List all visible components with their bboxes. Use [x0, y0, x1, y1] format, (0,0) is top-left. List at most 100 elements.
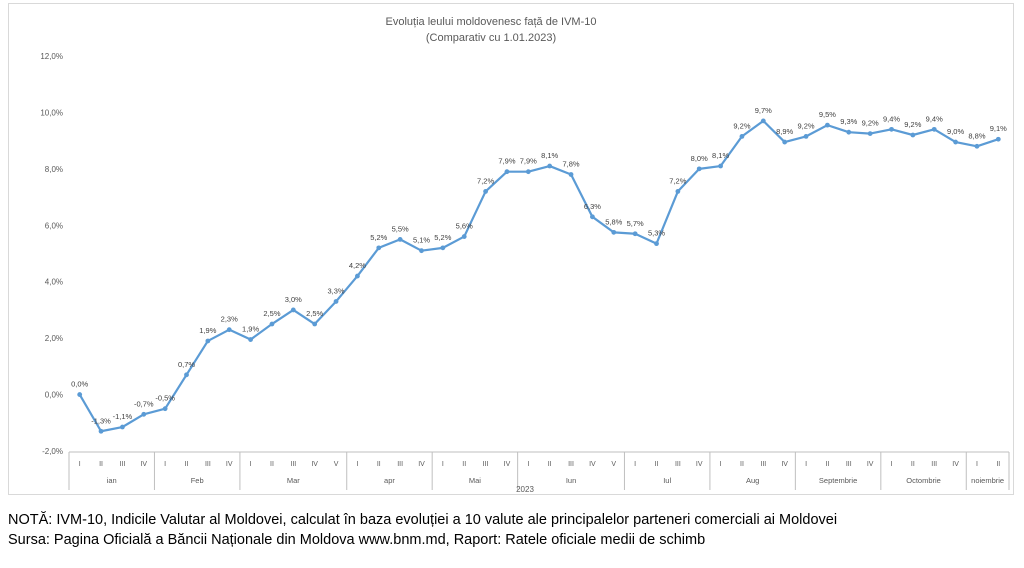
data-point	[376, 245, 382, 251]
week-tick-label: III	[397, 461, 403, 468]
data-point	[696, 166, 702, 172]
week-tick-label: IV	[781, 461, 788, 468]
data-label: -1,3%	[91, 416, 111, 425]
data-label: 5,5%	[392, 224, 409, 233]
data-label: 7,8%	[562, 160, 579, 169]
month-label: apr	[384, 476, 395, 485]
data-point	[974, 143, 980, 149]
week-tick-label: II	[740, 461, 744, 468]
data-point	[931, 126, 937, 132]
y-tick-label: 6,0%	[45, 221, 63, 230]
data-label: 9,5%	[819, 110, 836, 119]
data-point	[248, 337, 253, 342]
week-tick-label: III	[119, 461, 125, 468]
data-label: 3,0%	[285, 295, 302, 304]
data-label: 9,2%	[862, 119, 879, 128]
data-point	[504, 169, 510, 175]
month-label: ian	[107, 476, 117, 485]
month-label: Feb	[191, 476, 204, 485]
data-label: 0,0%	[71, 380, 88, 389]
footnote: NOTĂ: IVM-10, Indicile Valutar al Moldov…	[8, 512, 838, 528]
data-label: 9,7%	[755, 106, 772, 115]
week-tick-label: I	[891, 461, 893, 468]
data-label: 1,9%	[242, 325, 259, 334]
data-label: 8,1%	[712, 151, 729, 160]
y-tick-label: -2,0%	[42, 447, 63, 456]
data-label: 9,4%	[926, 114, 943, 123]
data-label: -0,7%	[134, 399, 154, 408]
data-label: 9,4%	[883, 114, 900, 123]
y-tick-label: 8,0%	[45, 165, 63, 174]
year-label: 2023	[516, 485, 534, 494]
week-tick-label: II	[377, 461, 381, 468]
data-point	[718, 163, 723, 169]
data-point	[269, 321, 275, 327]
data-label: -0,5%	[155, 394, 175, 403]
week-tick-label: III	[931, 461, 937, 468]
data-label: 4,2%	[349, 261, 366, 270]
data-label: 9,0%	[947, 127, 964, 136]
data-label: 0,7%	[178, 360, 195, 369]
data-points	[77, 118, 1001, 434]
week-tick-label: II	[825, 461, 829, 468]
data-point	[675, 189, 681, 194]
data-label: 8,8%	[968, 131, 985, 140]
data-point	[846, 129, 852, 135]
month-label: Septembrie	[819, 476, 857, 485]
week-tick-label: III	[205, 461, 211, 468]
data-label: -1,1%	[113, 412, 133, 421]
data-point	[568, 172, 574, 177]
week-tick-label: I	[250, 461, 252, 468]
month-label: Mai	[469, 476, 481, 485]
data-point	[547, 163, 553, 169]
week-tick-label: II	[99, 461, 103, 468]
data-point	[461, 234, 467, 239]
week-tick-label: IV	[226, 461, 233, 468]
week-tick-label: III	[483, 461, 489, 468]
data-label: 9,2%	[733, 121, 750, 130]
week-tick-label: II	[911, 461, 915, 468]
data-label: 9,1%	[990, 124, 1007, 133]
data-point	[910, 132, 916, 138]
data-point	[98, 428, 104, 434]
data-point	[290, 307, 296, 313]
data-point	[525, 169, 531, 175]
data-point	[205, 338, 211, 344]
data-point	[760, 118, 766, 124]
chart-title: Evoluția leului moldovenesc față de IVM-…	[386, 16, 597, 28]
week-tick-label: IV	[140, 461, 147, 468]
week-tick-label: I	[720, 461, 722, 468]
data-point	[141, 411, 147, 417]
data-point	[333, 299, 339, 304]
data-label: 2,3%	[221, 315, 238, 324]
source-note: Sursa: Pagina Oficială a Băncii Național…	[8, 532, 706, 548]
data-point	[803, 134, 809, 139]
data-label: 7,2%	[669, 176, 686, 185]
month-label: noiembrie	[971, 476, 1004, 485]
week-tick-label: V	[334, 461, 339, 468]
data-label: 9,2%	[797, 121, 814, 130]
data-label: 7,9%	[520, 157, 537, 166]
week-tick-label: IV	[504, 461, 511, 468]
week-tick-label: I	[164, 461, 166, 468]
data-point	[355, 273, 360, 279]
data-label: 7,2%	[477, 176, 494, 185]
data-label: 5,6%	[456, 222, 473, 231]
data-label: 5,1%	[413, 236, 430, 245]
y-tick-label: 10,0%	[40, 108, 63, 117]
month-label: Mar	[287, 476, 300, 485]
data-point	[889, 126, 894, 132]
data-label: 9,2%	[904, 120, 921, 129]
week-tick-label: IV	[867, 461, 874, 468]
week-tick-label: IV	[418, 461, 425, 468]
week-tick-label: I	[527, 461, 529, 468]
data-label: 8,1%	[541, 151, 558, 160]
data-label: 2,5%	[263, 309, 280, 318]
data-label: 5,7%	[627, 219, 644, 228]
week-tick-label: III	[760, 461, 766, 468]
data-label: 5,2%	[434, 233, 451, 242]
chart-subtitle: (Comparativ cu 1.01.2023)	[426, 32, 556, 44]
data-point	[611, 229, 617, 235]
data-point	[162, 406, 168, 412]
data-point	[867, 131, 873, 136]
